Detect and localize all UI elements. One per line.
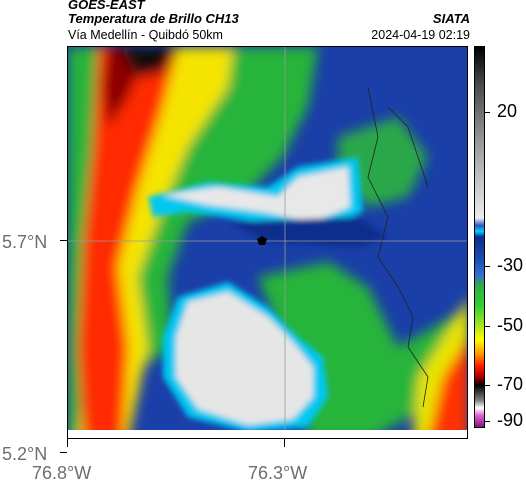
x-tick-mark: [67, 439, 68, 447]
colorbar-tick-mark: [485, 112, 490, 113]
coldest-cloud-top-south: [176, 292, 313, 425]
satellite-title: GOES-EAST: [68, 0, 145, 12]
org-label: SIATA: [432, 11, 470, 26]
temperature-colorbar: [474, 46, 485, 428]
cloud-strip-mid: [228, 217, 388, 247]
timestamp-label: 2024-04-19 02:19: [371, 28, 470, 42]
boundary-line: [367, 86, 429, 408]
x-tick-label: 76.8°W: [32, 463, 92, 483]
colorbar-tick-label: -70: [497, 374, 524, 394]
colorbar-tick-label: -90: [497, 410, 524, 430]
product-title: Temperatura de Brillo CH13: [68, 11, 239, 26]
x-tick-mark: [284, 439, 285, 447]
location-marker: [257, 236, 267, 245]
colorbar-tick-label: -50: [497, 315, 524, 335]
coldest-cloud-top-north: [163, 167, 350, 222]
y-tick-mark: [60, 452, 67, 453]
colorbar-tick-mark: [485, 266, 490, 267]
colorbar-tick-mark: [485, 421, 490, 422]
colorbar-tick-label: -30: [497, 255, 524, 275]
colorbar-tick-mark: [485, 385, 490, 386]
brightness-temperature-map: [68, 47, 467, 438]
warm-region-se: [428, 330, 467, 438]
black-warm-core: [118, 47, 178, 77]
y-tick-mark: [60, 240, 67, 241]
x-tick-label: 76.3°W: [248, 463, 308, 483]
y-tick-label: 5.7°N: [2, 232, 48, 252]
y-tick-label: 5.2°N: [2, 444, 48, 464]
hot-land-strip: [78, 47, 178, 438]
map-panel: [67, 46, 468, 439]
no-data-strip: [68, 430, 467, 438]
boundary-line-east: [387, 106, 429, 188]
colorbar-tick-mark: [485, 326, 490, 327]
yellow-region-se: [413, 300, 467, 438]
colorbar-tick-label: 20: [497, 101, 518, 121]
route-subtitle: Vía Medellín - Quibdó 50km: [68, 28, 223, 42]
